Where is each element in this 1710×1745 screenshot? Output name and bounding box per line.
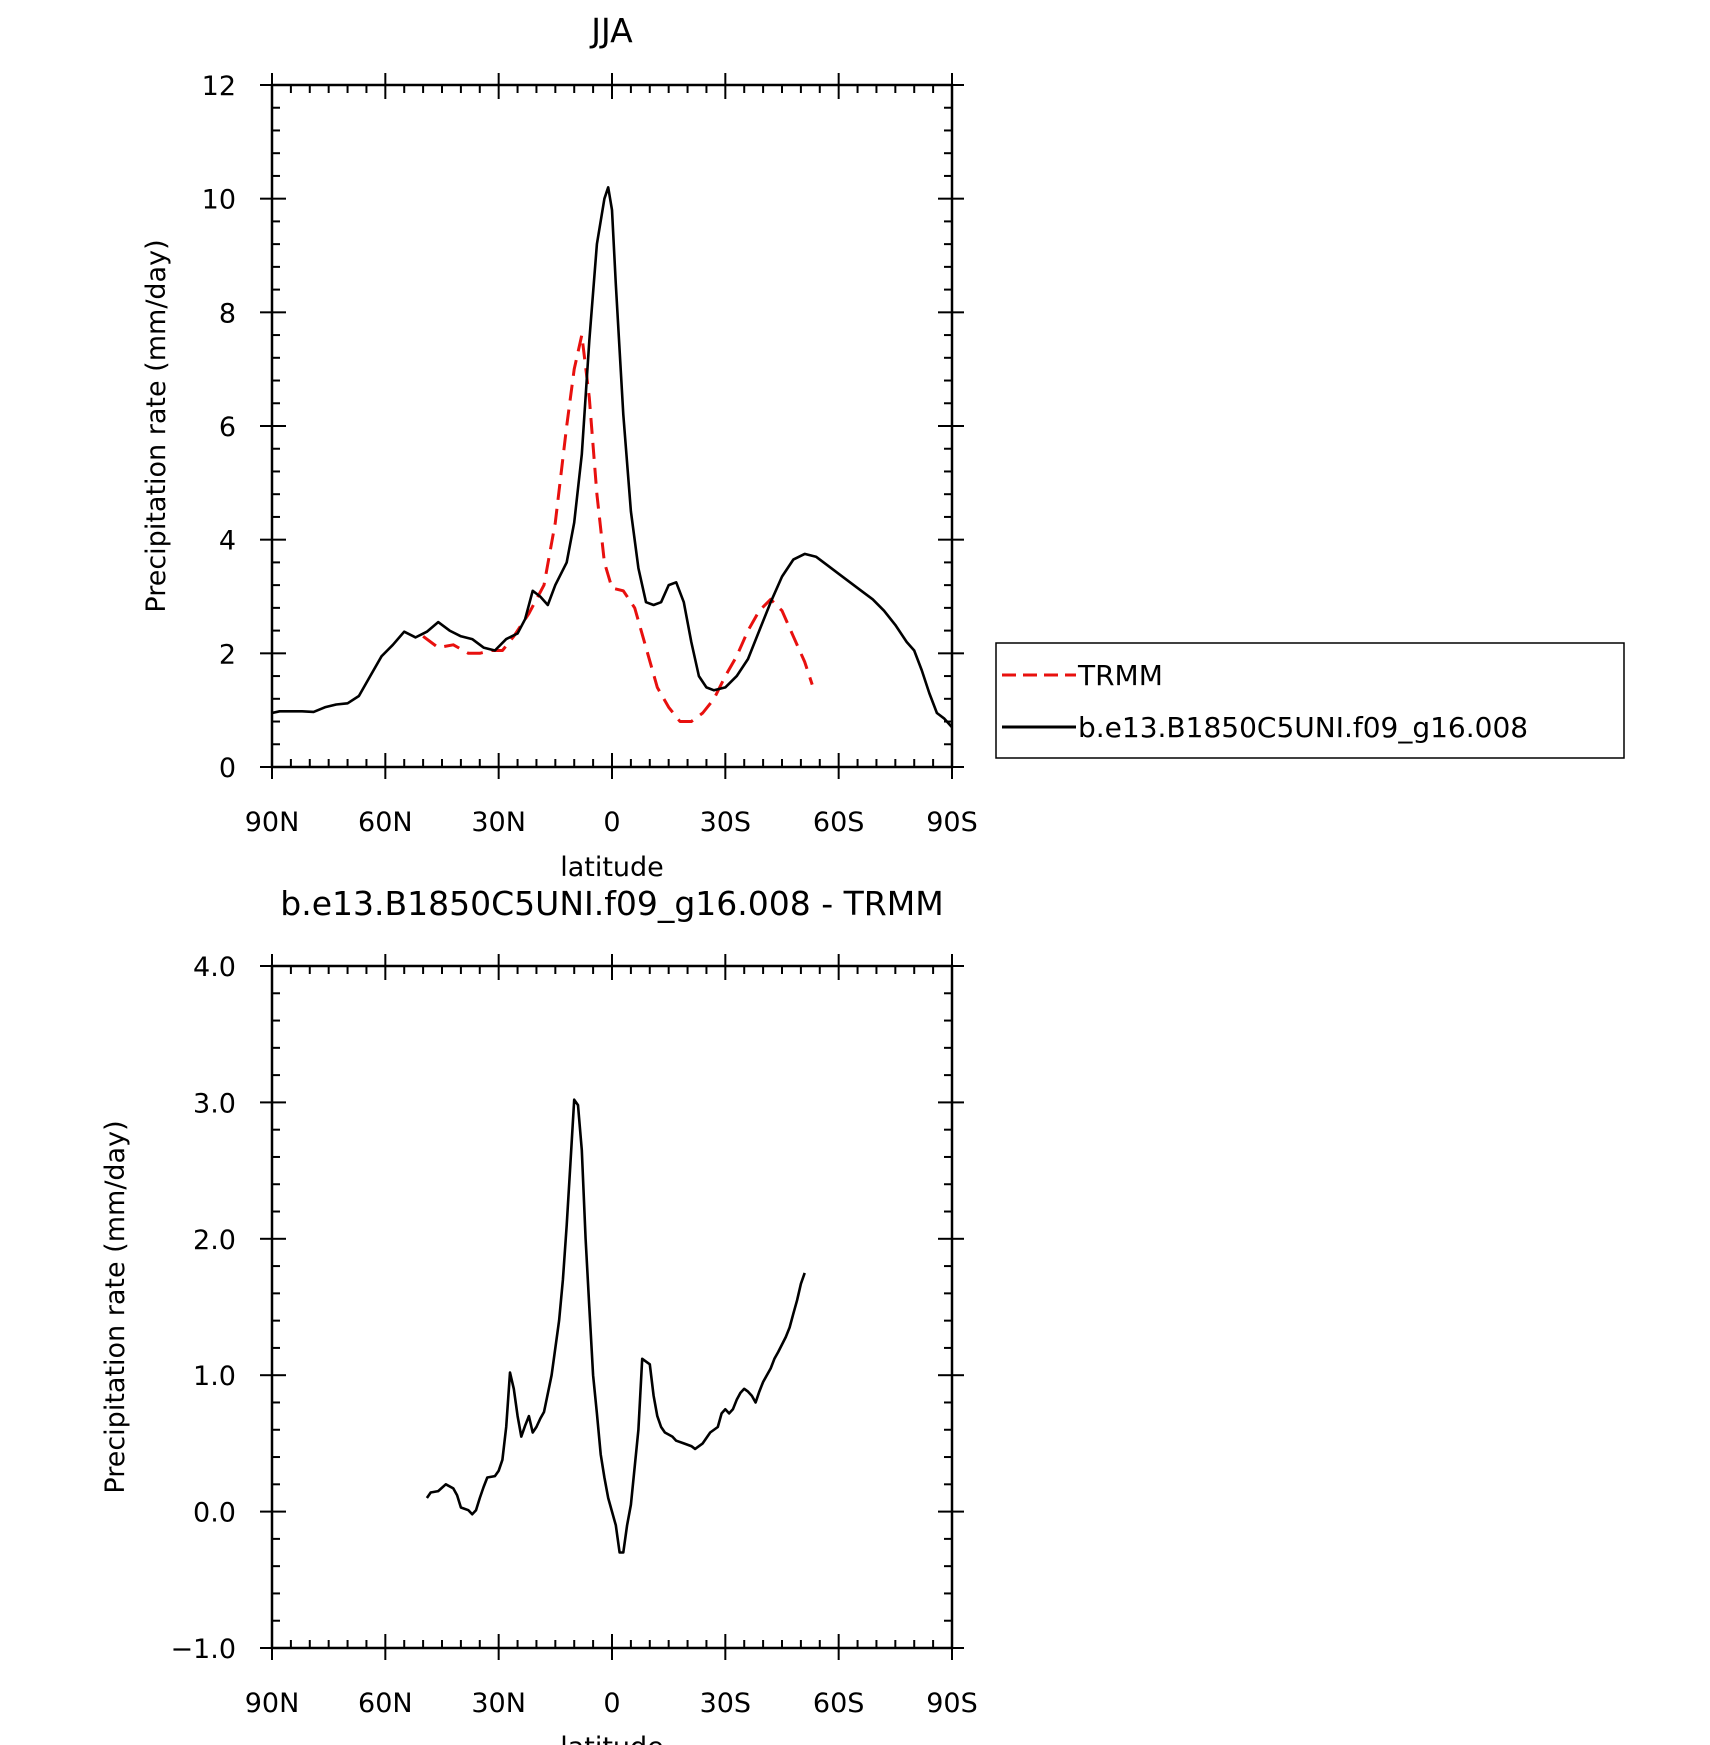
y-tick-label: 12 <box>202 71 236 102</box>
y-tick-label: 3.0 <box>193 1088 236 1119</box>
y-tick-label: 8 <box>219 298 236 329</box>
legend: TRMM b.e13.B1850C5UNI.f09_g16.008 <box>995 642 1625 759</box>
y-tick-label: −1.0 <box>170 1634 236 1665</box>
y-tick-label: 4.0 <box>193 952 236 983</box>
plot-1: 90N 60N 30N 0 30S 60S 90S 0 2 4 6 8 10 12 JJA latitude P… <box>141 11 1625 883</box>
x-axis-title: latitude <box>560 1732 664 1745</box>
x-tick-label: 90N <box>245 807 300 838</box>
x-tick-label: 30S <box>700 1688 752 1719</box>
y-tick-label: 2.0 <box>193 1225 236 1256</box>
series-line-difference <box>425 1098 806 1554</box>
series-line-trmm <box>422 333 814 723</box>
y-axis-title: Precipitation rate (mm/day) <box>141 239 172 612</box>
plot-2: 90N 60N 30N 0 30S 60S 90S −1.0 0.0 1.0 2.0 3.0 4.0 b.… <box>100 884 978 1745</box>
legend-label: TRMM <box>1077 659 1163 692</box>
y-tick-label: 1.0 <box>193 1361 236 1392</box>
plot-frame <box>270 964 954 1650</box>
x-tick-label: 90N <box>245 1688 300 1719</box>
series-group <box>272 186 952 730</box>
x-tick-label: 30S <box>700 807 752 838</box>
plot-title: b.e13.B1850C5UNI.f09_g16.008 - TRMM <box>280 884 943 923</box>
x-tick-label: 0 <box>603 807 620 838</box>
plot-frame <box>270 83 954 769</box>
x-tick-label: 60S <box>813 807 865 838</box>
x-tick-label: 60N <box>358 1688 413 1719</box>
y-tick-label: 2 <box>219 639 236 670</box>
legend-box <box>995 642 1625 759</box>
legend-label: b.e13.B1850C5UNI.f09_g16.008 <box>1078 711 1528 744</box>
x-tick-label: 90S <box>926 807 978 838</box>
plot-title: JJA <box>589 11 633 50</box>
x-tick-label: 90S <box>926 1688 978 1719</box>
x-tick-label: 30N <box>471 1688 526 1719</box>
x-axis-title: latitude <box>560 852 664 883</box>
y-tick-label: 0.0 <box>193 1498 236 1529</box>
y-tick-label: 4 <box>219 526 236 557</box>
x-tick-label: 60N <box>358 807 413 838</box>
x-tick-label: 0 <box>603 1688 620 1719</box>
y-tick-label: 6 <box>219 412 236 443</box>
series-group <box>425 1098 806 1554</box>
series-line-b-e13-b1850c5uni-f09-g16-008 <box>272 186 952 730</box>
y-tick-label: 10 <box>202 185 236 216</box>
x-tick-label: 30N <box>471 807 526 838</box>
y-axis-title: Precipitation rate (mm/day) <box>100 1120 131 1493</box>
x-tick-label: 60S <box>813 1688 865 1719</box>
y-tick-label: 0 <box>219 753 236 784</box>
